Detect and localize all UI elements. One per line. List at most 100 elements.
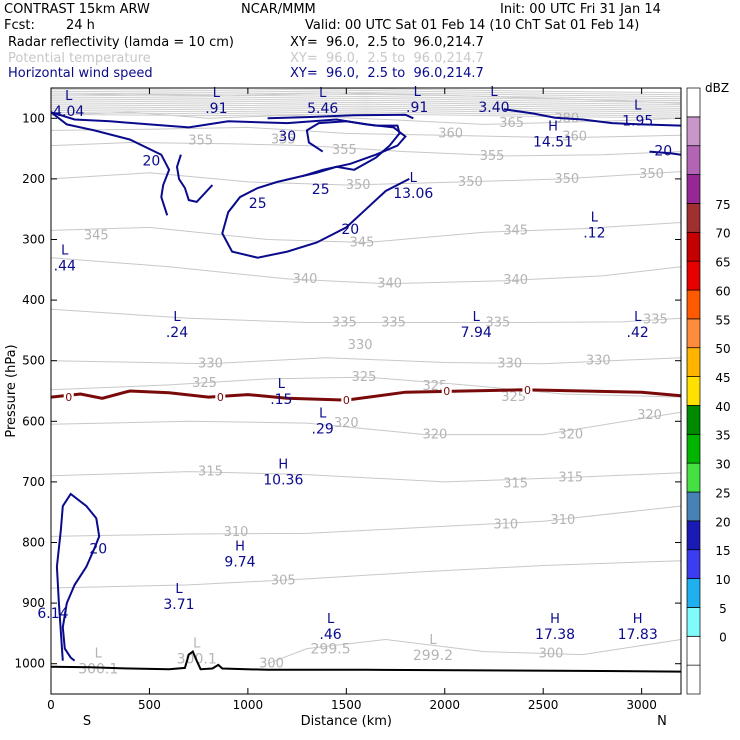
isentrope-upper-line xyxy=(50,107,682,113)
extremum-value: 300.1 xyxy=(78,662,118,678)
colorbar-level-label: 70 xyxy=(715,227,730,241)
isentrope-label: 340 xyxy=(377,277,402,292)
colorbar-title: dBZ xyxy=(705,81,729,95)
freezing-level-label-bg xyxy=(63,390,74,404)
colorbar-swatch xyxy=(686,549,701,579)
model-title: CONTRAST 15km ARW xyxy=(4,2,150,17)
wind-speed-label: 20 xyxy=(341,222,359,238)
isentrope-label: 315 xyxy=(503,477,528,492)
x-end-label-north: N xyxy=(657,714,667,729)
extremum-marker: H xyxy=(548,119,558,134)
isentrope-label: 300 xyxy=(539,646,564,661)
colorbar-swatch xyxy=(686,405,701,435)
forecast-label: Fcst: xyxy=(4,18,35,33)
extremum-value: .12 xyxy=(583,225,605,241)
x-end-label-south: S xyxy=(83,714,91,729)
isentrope-label: 355 xyxy=(332,143,357,158)
isentrope-label: 350 xyxy=(554,172,579,187)
colorbar-swatch xyxy=(686,347,701,377)
x-tick-label: 1500 xyxy=(331,698,362,712)
isentrope-label: 350 xyxy=(458,175,483,190)
extremum-marker: L xyxy=(429,633,437,648)
wind-speed-contour xyxy=(267,113,414,120)
isentrope-upper-line xyxy=(50,101,682,107)
isentrope-upper-line xyxy=(50,103,682,109)
isentrope-315 xyxy=(50,471,682,483)
isentrope-label: 320 xyxy=(637,408,662,423)
y-tick-label: 700 xyxy=(22,475,45,489)
isentrope-label: 310 xyxy=(224,525,249,540)
extremum-value: 9.74 xyxy=(224,554,255,570)
colorbar-level-label: 20 xyxy=(715,515,730,529)
extremum-marker: L xyxy=(319,86,327,101)
terrain-line xyxy=(50,650,682,673)
freezing-level-label: 0 xyxy=(217,391,224,404)
colorbar-level-label: 75 xyxy=(715,198,730,212)
x-tick-label: 2000 xyxy=(429,698,460,712)
isentrope-label: 330 xyxy=(586,354,611,369)
isentrope-label: 325 xyxy=(192,376,217,391)
isentrope-label: 345 xyxy=(350,236,375,251)
isentrope-label: 335 xyxy=(381,316,406,331)
isentrope-label: 360 xyxy=(562,129,587,144)
isentrope-label: 360 xyxy=(438,126,463,141)
isentrope-300 xyxy=(267,638,682,665)
colorbar-level-label: 40 xyxy=(715,400,730,414)
extremum-marker: L xyxy=(473,310,481,325)
y-axis-label: Pressure (hPa) xyxy=(4,344,19,437)
isentrope-label: 355 xyxy=(271,133,296,148)
isentrope-label: 315 xyxy=(558,471,583,486)
isentrope-label: 335 xyxy=(485,316,510,331)
extremum-value: 3.71 xyxy=(163,597,194,613)
isentrope-label: 335 xyxy=(643,312,668,327)
colorbar-swatch xyxy=(686,203,701,233)
extremum-marker: L xyxy=(213,86,221,101)
colorbar-level-label: 35 xyxy=(715,429,730,443)
isentrope-label: 320 xyxy=(558,428,583,443)
freezing-level-label: 0 xyxy=(343,394,350,407)
colorbar-swatch xyxy=(686,433,701,464)
isentrope-label: 350 xyxy=(346,178,371,193)
isentrope-320 xyxy=(50,411,682,436)
freezing-level-label: 0 xyxy=(524,384,531,397)
colorbar-level-label: 65 xyxy=(715,256,730,270)
extremum-marker: L xyxy=(414,85,422,100)
field-reflectivity-xy: XY= 96.0, 2.5 to 96.0,214.7 xyxy=(290,35,484,50)
isentrope-label: 335 xyxy=(332,316,357,331)
isentrope-label: 345 xyxy=(84,228,109,243)
x-tick-label: 3000 xyxy=(626,698,657,712)
freezing-level-label: 0 xyxy=(443,385,450,398)
extremum-value: .15 xyxy=(270,392,292,408)
isentrope-label: 325 xyxy=(501,390,526,405)
y-tick-label: 100 xyxy=(22,111,45,125)
wind-speed-label: 20 xyxy=(142,154,160,170)
extremum-marker: L xyxy=(591,210,599,225)
isentrope-label: 310 xyxy=(550,513,575,528)
isentrope-label: 355 xyxy=(480,149,505,164)
y-tick-label: 1000 xyxy=(14,657,45,671)
extremum-marker: L xyxy=(490,85,498,100)
extremum-marker: L xyxy=(173,310,181,325)
extremum-value: 14.51 xyxy=(533,134,573,150)
x-tick-label: 500 xyxy=(138,698,161,712)
wind-speed-contour xyxy=(50,111,410,259)
extremum-marker: L xyxy=(65,89,73,104)
isentrope-label: 305 xyxy=(271,574,296,589)
wind-speed-label: 20 xyxy=(654,143,672,159)
isentrope-305 xyxy=(50,560,682,589)
colorbar-swatch xyxy=(686,174,701,204)
isentrope-label: 330 xyxy=(497,357,522,372)
extremum-marker: L xyxy=(278,377,286,392)
isentrope-label: 315 xyxy=(198,465,223,480)
extremum-value: .91 xyxy=(406,100,428,116)
colorbar-swatch xyxy=(686,260,701,291)
freezing-level-label-bg xyxy=(441,384,452,397)
extremum-value: 7.94 xyxy=(461,325,492,341)
colorbar-swatch xyxy=(686,116,701,147)
isentrope-upper-line xyxy=(50,95,682,102)
extremum-marker: L xyxy=(319,407,327,422)
isentrope-label: 355 xyxy=(188,134,213,149)
colorbar-swatch xyxy=(686,491,701,522)
extremum-value: .44 xyxy=(54,259,76,275)
extremum-value: .42 xyxy=(627,325,649,341)
